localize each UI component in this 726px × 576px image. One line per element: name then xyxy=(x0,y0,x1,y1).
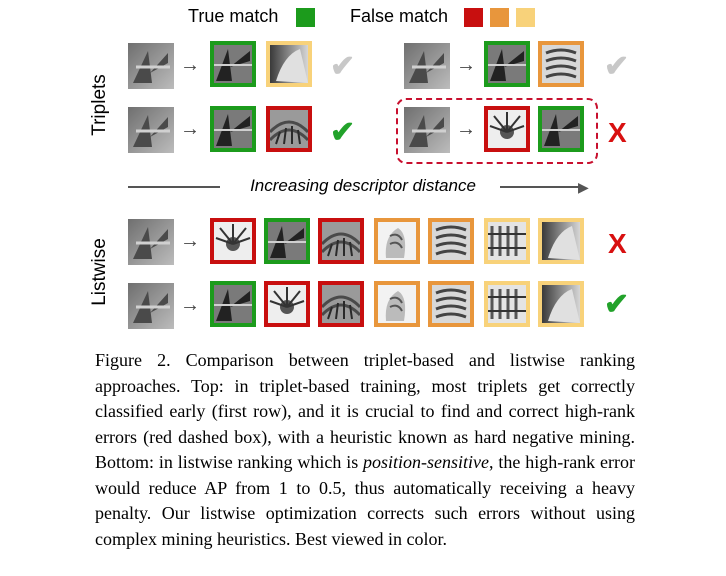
query-image xyxy=(128,219,174,265)
caption-text-1: Figure 2. Comparison between triplet-bas… xyxy=(95,350,635,472)
legend-true-swatch xyxy=(296,8,315,27)
cross-icon: X xyxy=(608,117,627,148)
nonmatch-thumbnail xyxy=(484,106,530,152)
legend-false-swatch-orange xyxy=(490,8,509,27)
nonmatch-thumbnail xyxy=(538,281,584,327)
arrow-icon: → xyxy=(180,230,200,252)
nonmatch-thumbnail xyxy=(484,218,530,264)
legend-false-label: False match xyxy=(350,6,449,26)
query-image xyxy=(404,43,450,89)
arrow-icon: → xyxy=(456,54,476,76)
nonmatch-thumbnail xyxy=(374,218,420,264)
nonmatch-thumbnail xyxy=(538,218,584,264)
nonmatch-thumbnail xyxy=(210,218,256,264)
query-image xyxy=(128,283,174,329)
match-thumbnail xyxy=(484,41,530,87)
legend-false-swatch-yellow xyxy=(516,8,535,27)
match-thumbnail xyxy=(264,218,310,264)
arrow-icon: → xyxy=(180,54,200,76)
nonmatch-thumbnail xyxy=(318,281,364,327)
caption-emphasis: position-sensitive xyxy=(363,452,490,472)
axis-label: Increasing descriptor distance xyxy=(250,176,476,195)
nonmatch-thumbnail xyxy=(428,218,474,264)
triplets-label: Triplets xyxy=(89,74,110,136)
arrow-icon: → xyxy=(456,118,476,140)
nonmatch-thumbnail xyxy=(318,218,364,264)
figure-caption: Figure 2. Comparison between triplet-bas… xyxy=(95,348,635,552)
listwise-label: Listwise xyxy=(89,238,110,306)
check-icon: ✔ xyxy=(604,50,630,83)
axis-line-right xyxy=(500,186,580,188)
nonmatch-thumbnail xyxy=(428,281,474,327)
caption-text-2: , the high-rank error would reduce AP fr… xyxy=(95,452,635,549)
query-image xyxy=(128,107,174,153)
arrow-icon: → xyxy=(180,118,200,140)
nonmatch-thumbnail xyxy=(538,41,584,87)
cross-icon: X xyxy=(608,228,627,259)
match-thumbnail xyxy=(210,41,256,87)
nonmatch-thumbnail xyxy=(374,281,420,327)
query-image xyxy=(404,107,450,153)
legend-false-swatch-red xyxy=(464,8,483,27)
check-icon: ✔ xyxy=(330,116,356,149)
axis-arrowhead-icon: ▶ xyxy=(578,179,589,195)
nonmatch-thumbnail xyxy=(484,281,530,327)
match-thumbnail xyxy=(538,106,584,152)
match-thumbnail xyxy=(210,281,256,327)
arrow-icon: → xyxy=(180,294,200,316)
nonmatch-thumbnail xyxy=(266,41,312,87)
check-icon: ✔ xyxy=(604,288,630,321)
legend-true-label: True match xyxy=(188,6,279,26)
query-image xyxy=(128,43,174,89)
nonmatch-thumbnail xyxy=(264,281,310,327)
check-icon: ✔ xyxy=(330,50,356,83)
match-thumbnail xyxy=(210,106,256,152)
high-rank-error-box xyxy=(396,98,598,164)
axis-line-left xyxy=(128,186,220,188)
legend: True match False match xyxy=(0,4,726,28)
nonmatch-thumbnail xyxy=(266,106,312,152)
